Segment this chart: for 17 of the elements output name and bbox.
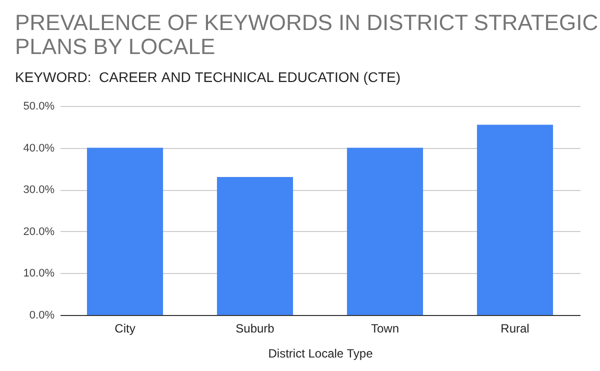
y-tick-label: 40.0% [23,142,55,154]
bar [86,148,164,315]
x-tick-label: Suburb [236,322,275,336]
y-tick-label: 50.0% [23,100,55,112]
bar [346,148,424,315]
bar [216,177,294,315]
x-tick-label: Rural [500,322,530,336]
chart-subtitle: KEYWORD: CAREER AND TECHNICAL EDUCATION (CTE) [15,69,401,85]
x-tick-label: Town [370,322,400,336]
bar [476,124,554,315]
x-axis-title: District Locale Type [268,346,374,360]
x-tick-label: City [114,322,136,336]
y-tick-label: 10.0% [23,268,55,280]
y-tick-label: 30.0% [23,184,55,196]
chart-title: PREVALENCE OF KEYWORDS IN DISTRICT STRATEGIC PLANS BY LOCALE [15,10,598,59]
y-tick-label: 0.0% [29,310,55,322]
y-tick-label: 20.0% [23,226,55,238]
